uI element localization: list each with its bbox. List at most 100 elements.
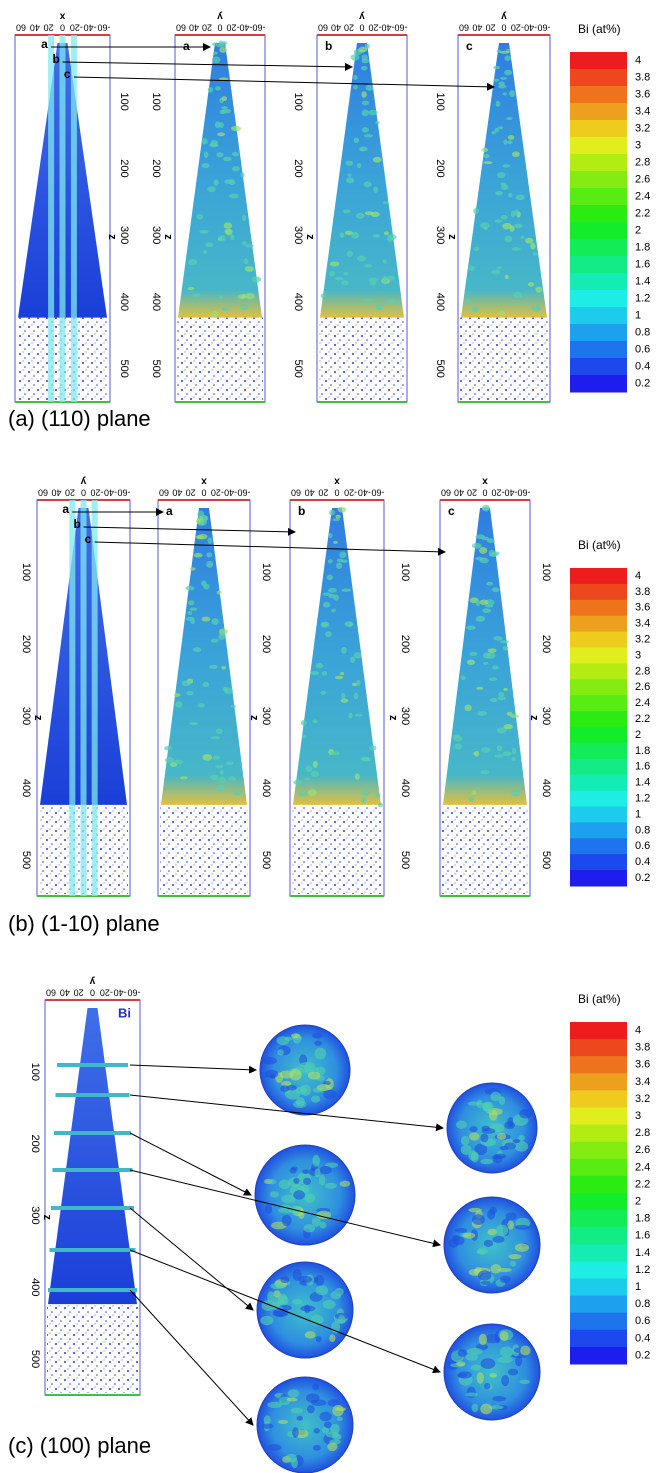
- cluster: [496, 1132, 507, 1141]
- colorbar-band: [570, 838, 627, 855]
- colorbar-tick-label: 0.4: [635, 856, 650, 868]
- cluster: [520, 1345, 531, 1356]
- colorbar-band: [570, 758, 627, 776]
- colorbar-tick-label: 1.8: [635, 241, 650, 253]
- cluster: [356, 679, 361, 686]
- colorbar-band: [570, 615, 627, 633]
- cluster: [316, 1084, 331, 1092]
- cluster: [499, 1331, 509, 1342]
- top-tick-label: -40: [358, 488, 371, 498]
- colorbar-tick-label: 2.2: [635, 1178, 650, 1190]
- z-tick-label: 500: [118, 359, 130, 377]
- z-tick-label: 100: [20, 563, 32, 581]
- cluster: [218, 122, 224, 129]
- cluster: [211, 618, 219, 626]
- colorbar-tick-label: 1.2: [635, 1264, 650, 1276]
- cluster: [502, 164, 511, 168]
- section-band: [48, 1288, 137, 1292]
- cluster: [277, 1419, 289, 1424]
- top-tick-label: -40: [504, 488, 517, 498]
- cluster: [464, 704, 472, 712]
- cluster: [355, 212, 365, 219]
- z-tick-label: 300: [150, 226, 162, 244]
- cluster: [356, 255, 367, 262]
- cluster: [304, 1193, 316, 1203]
- colorbar-band: [570, 1261, 627, 1279]
- cluster: [190, 619, 196, 625]
- cluster: [499, 640, 509, 644]
- cluster: [336, 558, 344, 563]
- axis-label: y: [80, 475, 86, 486]
- cluster: [334, 675, 344, 680]
- cluster: [487, 648, 497, 653]
- cluster: [203, 250, 208, 254]
- section-arrow: [129, 1094, 444, 1132]
- z-tick-label: 400: [20, 779, 32, 797]
- cluster: [483, 227, 488, 231]
- cluster: [354, 713, 363, 717]
- cluster: [211, 310, 219, 318]
- cluster: [350, 54, 360, 61]
- pointer-label: b: [53, 52, 60, 66]
- cluster: [341, 692, 346, 700]
- colorbar-band: [570, 1278, 627, 1297]
- top-tick-label: -40: [84, 23, 97, 33]
- cluster: [240, 304, 249, 310]
- cluster: [364, 264, 373, 268]
- z-tick-label: 500: [29, 1350, 41, 1368]
- colorbar-tick-label: 3: [635, 1110, 641, 1122]
- cluster: [506, 117, 513, 121]
- cluster: [509, 1260, 517, 1267]
- cluster: [276, 1036, 290, 1046]
- colorbar-tick-label: 1.2: [635, 792, 650, 804]
- z-tick-label: 500: [292, 359, 304, 377]
- colorbar-band: [570, 854, 627, 871]
- colorbar-tick-label: 2.8: [635, 665, 650, 677]
- colorbar-tick-label: 1.8: [635, 1213, 650, 1225]
- top-tick-label: 40: [454, 488, 464, 498]
- pointer-arrow: [62, 61, 353, 71]
- colorbar-tick-label: 0.6: [635, 840, 650, 852]
- cluster: [363, 181, 372, 188]
- cluster: [330, 608, 336, 613]
- cluster: [520, 235, 525, 240]
- colorbar-tick-label: 4: [635, 54, 641, 66]
- top-tick-label: 40: [30, 23, 40, 33]
- cluster: [492, 1395, 507, 1402]
- cluster: [245, 292, 255, 300]
- cluster: [504, 1142, 517, 1150]
- cluster: [292, 1427, 299, 1438]
- cluster: [504, 274, 509, 280]
- colorbar-tick-label: 0.8: [635, 1298, 650, 1310]
- cluster: [507, 134, 515, 140]
- top-tick-label: -40: [524, 23, 537, 33]
- colorbar-band: [570, 375, 627, 393]
- cluster: [363, 298, 372, 303]
- slice-label: c: [466, 39, 473, 53]
- colorbar-title: Bi (at%): [578, 992, 621, 1006]
- colorbar-band: [570, 256, 627, 274]
- cluster: [210, 140, 219, 147]
- z-tick-label: 200: [20, 635, 32, 653]
- cluster: [359, 146, 368, 152]
- z-tick-label: 100: [399, 563, 411, 581]
- cluster: [500, 215, 508, 220]
- cluster: [302, 1169, 310, 1175]
- cluster: [262, 1057, 278, 1065]
- colorbar-tick-label: 2.4: [635, 1161, 650, 1173]
- cluster: [501, 1374, 510, 1387]
- colorbar-tick-label: 1.4: [635, 275, 650, 287]
- colorbar-tick-label: 1: [635, 309, 641, 321]
- cluster: [518, 1134, 525, 1142]
- cluster: [310, 1095, 321, 1103]
- colorbar-band: [570, 324, 627, 342]
- slice-stripe: [48, 35, 55, 402]
- pointer-arrow: [83, 526, 296, 536]
- cluster: [270, 1282, 284, 1290]
- cluster: [319, 1221, 327, 1229]
- cluster: [245, 243, 254, 248]
- colorbar-tick-label: 0.4: [635, 360, 650, 372]
- colorbar-band: [570, 631, 627, 648]
- cluster: [187, 287, 195, 291]
